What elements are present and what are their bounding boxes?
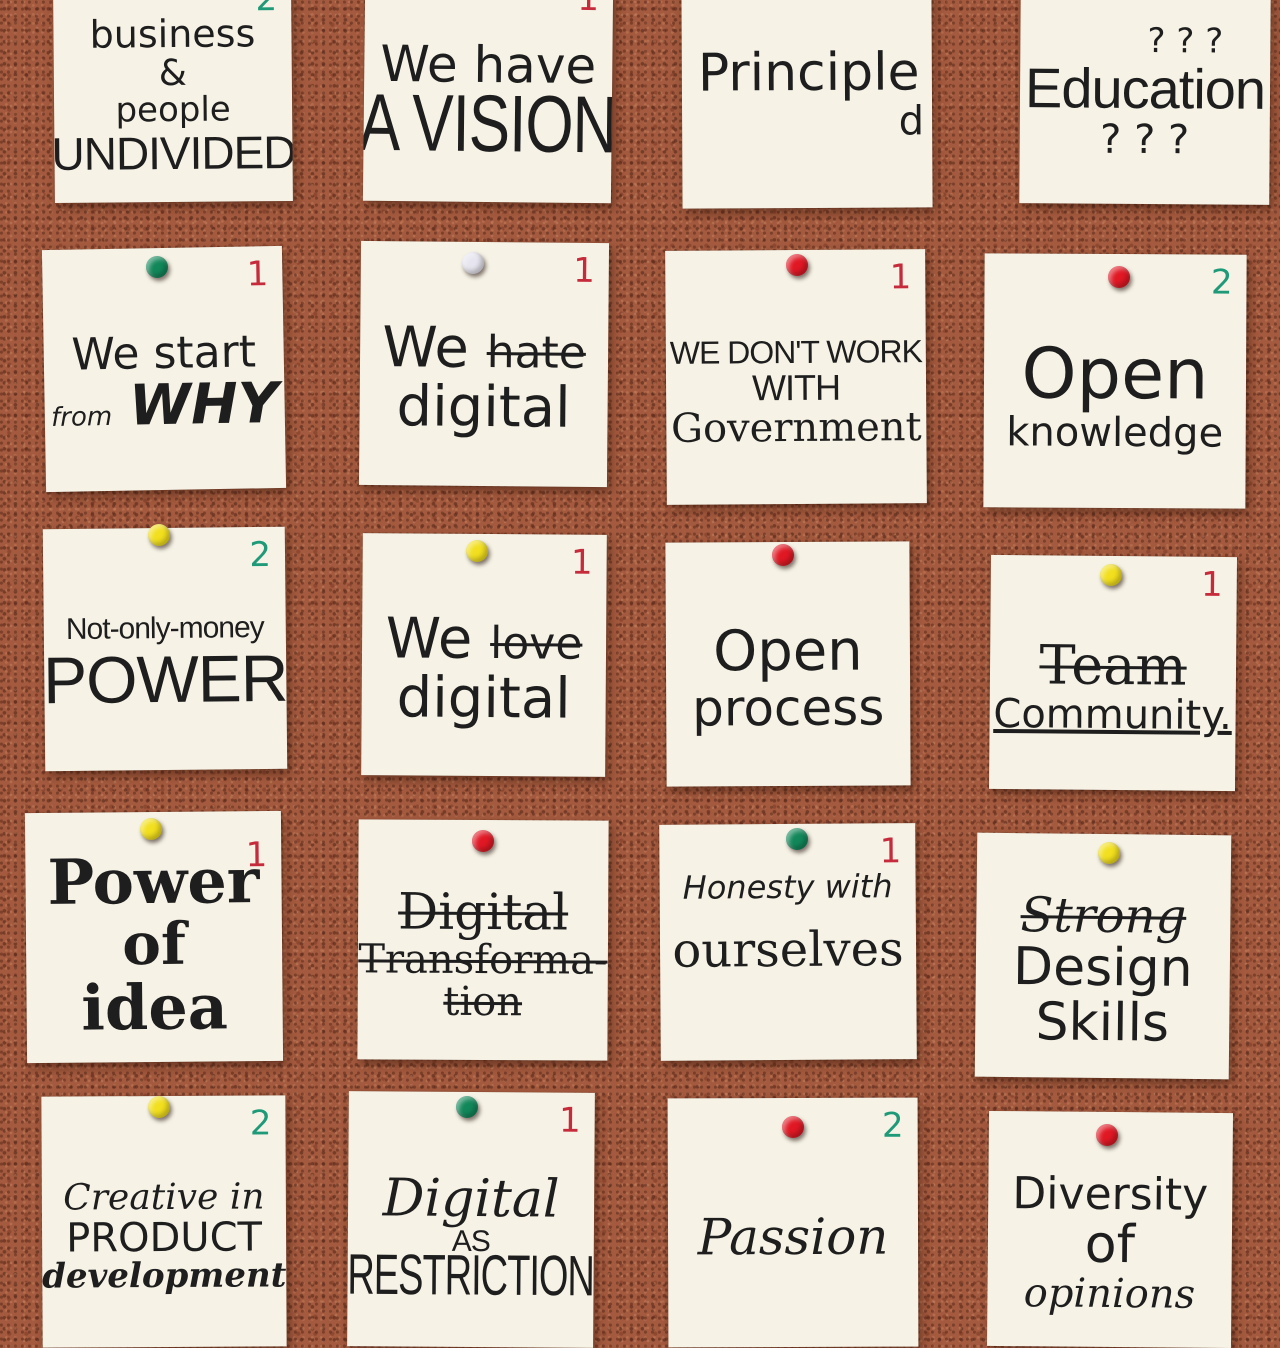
sticky-note: ? ? ? Education ? ? ?: [1019, 0, 1271, 205]
sticky-note: 2 Not-only-money POWER: [42, 526, 288, 772]
note-text: process: [692, 678, 885, 738]
sticky-note: 1 Digital AS RESTRICTION: [347, 1091, 595, 1348]
red-pushpin: [782, 1116, 804, 1138]
yellow-pushpin: [466, 540, 488, 562]
yellow-pushpin: [148, 1096, 170, 1118]
note-text: Power: [47, 844, 260, 919]
note-text: Design: [1012, 937, 1193, 1000]
yellow-pushpin: [1100, 564, 1122, 586]
note-text: Open: [712, 618, 863, 685]
note-text: of: [121, 909, 187, 979]
green-pushpin: [786, 828, 808, 850]
sticky-note: 1 We hate digital: [358, 240, 610, 488]
note-text: of: [1084, 1215, 1136, 1276]
green-pushpin: [146, 256, 168, 278]
note-text: business: [89, 11, 256, 57]
note-text: idea: [81, 970, 229, 1045]
note-text: digital: [396, 664, 571, 732]
note-text: from: [50, 402, 113, 434]
note-text: love: [489, 617, 583, 670]
sticky-note: 2 Creative in PRODUCT development: [41, 1095, 287, 1348]
white-pushpin: [462, 252, 484, 274]
sticky-note: 1 Power of idea: [24, 810, 284, 1064]
note-text: RESTRICTION: [347, 1244, 595, 1309]
note-text: Skills: [1035, 992, 1170, 1054]
note-text: ? ? ?: [1099, 116, 1190, 164]
sticky-note: Open process: [665, 541, 911, 787]
note-text: WITH: [751, 366, 841, 409]
note-text: Digital: [382, 1168, 560, 1230]
note-text: development: [42, 1254, 287, 1297]
note-text: WE DON'T WORK: [669, 332, 922, 371]
sticky-note: 2 Open knowledge: [983, 253, 1247, 509]
note-text: &: [158, 52, 188, 95]
green-pushpin: [456, 1096, 478, 1118]
note-text: WHY: [128, 371, 279, 439]
red-pushpin: [1108, 266, 1130, 288]
yellow-pushpin: [148, 524, 170, 546]
note-text: Digital: [397, 882, 569, 942]
note-text: Government: [670, 404, 922, 452]
note-text: POWER: [42, 640, 288, 717]
sticky-note: Strong Design Skills: [974, 832, 1232, 1080]
note-text: tion: [443, 978, 523, 1025]
sticky-note: 1 WE DON'T WORK WITH Government: [665, 249, 927, 505]
yellow-pushpin: [140, 818, 162, 840]
note-text: We: [382, 314, 470, 381]
note-text: Principle: [697, 42, 920, 104]
note-text: Team: [1039, 633, 1187, 698]
note-text: Strong: [1020, 886, 1187, 945]
note-text: digital: [396, 373, 571, 441]
note-text: UNDIVIDED: [53, 125, 293, 180]
note-text: Honesty with: [682, 867, 893, 907]
priority-number: 1: [879, 831, 902, 872]
note-text: We: [385, 606, 473, 672]
note-text: Community.: [993, 691, 1233, 740]
note-text: PRODUCT: [66, 1214, 263, 1262]
note-text: ourselves: [672, 920, 904, 979]
note-text: Transforma-: [358, 935, 608, 984]
sticky-note: 1 We start from WHY: [41, 245, 287, 493]
note-text: Education: [1024, 56, 1266, 122]
note-text: Diversity: [1012, 1168, 1209, 1222]
red-pushpin: [786, 254, 808, 276]
red-pushpin: [472, 830, 494, 852]
note-text: opinions: [1023, 1270, 1196, 1318]
note-text: d: [898, 98, 925, 145]
sticky-note: Diversity of opinions: [986, 1110, 1234, 1348]
note-text: A VISION: [362, 78, 614, 171]
note-text: hate: [486, 326, 587, 379]
sticky-note: 2 business & people UNDIVIDED: [53, 0, 293, 204]
note-text: ? ? ?: [1147, 21, 1224, 63]
sticky-note: 1 Team Community.: [988, 554, 1238, 792]
red-pushpin: [772, 544, 794, 566]
yellow-pushpin: [1098, 842, 1120, 864]
sticky-note: 1 We love digital: [361, 533, 607, 777]
sticky-note: Principle d: [681, 0, 933, 209]
note-text: Creative in: [63, 1176, 265, 1219]
note-text: people: [115, 89, 231, 131]
sticky-note: 1 We have A VISION: [362, 0, 614, 204]
note-text: knowledge: [1006, 409, 1224, 457]
red-pushpin: [1096, 1124, 1118, 1146]
note-text: Open: [1021, 332, 1209, 416]
sticky-note: 1 Honesty with ourselves: [659, 823, 917, 1061]
note-text: Passion: [697, 1207, 889, 1267]
sticky-note: Digital Transforma- tion: [357, 819, 609, 1061]
